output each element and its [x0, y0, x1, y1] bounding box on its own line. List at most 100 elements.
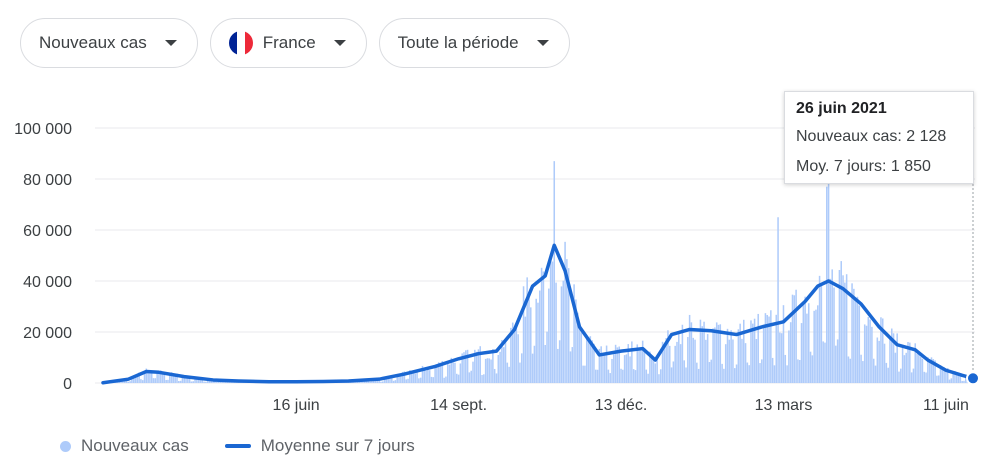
y-tick-label: 40 000: [23, 274, 72, 291]
daily-cases-bar: [905, 352, 907, 383]
daily-cases-bar: [228, 382, 231, 383]
daily-cases-bar: [694, 339, 696, 383]
daily-cases-bar: [824, 342, 826, 383]
daily-cases-bar: [611, 358, 613, 383]
daily-cases-bar: [607, 369, 610, 383]
daily-cases-bar: [513, 331, 516, 383]
daily-cases-bar: [952, 371, 954, 383]
daily-cases-bar: [703, 321, 705, 383]
daily-cases-bar: [688, 314, 691, 383]
daily-cases-bar: [584, 365, 586, 383]
daily-cases-bar: [425, 370, 427, 383]
daily-cases-bar: [432, 377, 435, 383]
daily-cases-bar: [400, 375, 402, 383]
legend-bars-swatch: [60, 440, 71, 452]
legend-line-label: Moyenne sur 7 jours: [260, 436, 415, 455]
daily-cases-bar: [914, 343, 916, 383]
daily-cases-bar: [634, 370, 637, 383]
daily-cases-bar: [898, 371, 900, 383]
y-tick-label: 0: [63, 376, 72, 393]
daily-cases-bar: [620, 368, 622, 383]
daily-cases-bar: [891, 328, 893, 383]
daily-cases-bar: [965, 377, 967, 383]
daily-cases-bar: [564, 241, 566, 383]
daily-cases-bar: [835, 345, 837, 383]
metric-dropdown[interactable]: Nouveaux cas: [20, 18, 198, 68]
daily-cases-bar: [732, 339, 734, 383]
daily-cases-bar: [181, 375, 184, 383]
daily-cases-bar: [724, 344, 727, 383]
daily-cases-bar: [867, 316, 870, 383]
daily-cases-bar: [762, 327, 765, 383]
daily-cases-bar: [445, 376, 447, 383]
daily-cases-bar: [369, 381, 371, 383]
daily-cases-bar: [876, 337, 879, 383]
daily-cases-bar: [733, 368, 736, 383]
daily-cases-bar: [178, 381, 180, 383]
daily-cases-bar: [820, 283, 823, 383]
daily-cases-bar: [372, 379, 375, 383]
daily-cases-bar: [878, 340, 880, 383]
daily-cases-bar: [150, 371, 153, 383]
daily-cases-bar: [208, 379, 211, 383]
daily-cases-bar: [636, 344, 639, 383]
daily-cases-bar: [129, 381, 131, 383]
daily-cases-bar: [481, 374, 483, 383]
daily-cases-bar: [726, 328, 729, 383]
daily-cases-bar: [594, 369, 597, 383]
daily-cases-bar: [549, 260, 552, 383]
daily-cases-bar: [710, 359, 713, 383]
cases-chart[interactable]: 0 20 000 40 000 60 000 80 000 100 000 16 juin…: [0, 80, 1001, 420]
daily-cases-bar: [715, 322, 718, 383]
daily-cases-bar: [768, 316, 770, 383]
daily-cases-bar: [530, 307, 532, 383]
daily-cases-bar: [948, 379, 951, 383]
daily-cases-bar: [506, 362, 509, 383]
daily-cases-bar: [786, 365, 788, 383]
daily-cases-bar: [856, 296, 859, 383]
daily-cases-bar: [735, 364, 738, 383]
country-dropdown[interactable]: France: [209, 18, 367, 68]
daily-cases-bar: [692, 337, 694, 383]
daily-cases-bar: [661, 341, 664, 383]
daily-cases-bar: [885, 362, 888, 383]
daily-cases-bar: [717, 324, 720, 383]
daily-cases-bar: [167, 379, 169, 383]
daily-cases-bar: [797, 359, 799, 383]
daily-cases-bar: [598, 348, 601, 383]
daily-cases-bar: [604, 353, 606, 383]
daily-cases-bar: [421, 365, 424, 383]
daily-cases-bar: [569, 351, 572, 383]
daily-cases-bar: [963, 380, 965, 383]
daily-cases-bar: [616, 347, 619, 383]
hover-point[interactable]: [966, 371, 980, 386]
daily-cases-bar: [354, 382, 357, 383]
daily-cases-bar: [892, 333, 895, 383]
daily-cases-bar: [831, 269, 833, 383]
daily-cases-bar: [578, 323, 581, 383]
daily-cases-bar: [398, 376, 400, 383]
caret-down-icon: [333, 40, 346, 46]
daily-cases-bar: [587, 336, 590, 383]
daily-cases-bar: [154, 378, 157, 383]
daily-cases-bar: [484, 358, 487, 383]
daily-cases-bar: [858, 305, 861, 383]
period-dropdown[interactable]: Toute la période: [378, 18, 570, 68]
daily-cases-bar: [840, 261, 842, 383]
daily-cases-bar: [385, 377, 388, 383]
y-tick-label: 80 000: [23, 172, 72, 189]
daily-cases-bar: [367, 381, 370, 383]
daily-cases-bar: [391, 375, 393, 383]
daily-cases-bar: [165, 379, 167, 383]
daily-cases-bar: [641, 340, 644, 383]
daily-cases-bar: [683, 360, 685, 383]
daily-cases-bar: [138, 372, 140, 383]
daily-cases-bar: [629, 356, 631, 383]
daily-cases-bar: [887, 367, 889, 383]
daily-cases-bar: [517, 334, 519, 383]
daily-cases-bar: [585, 336, 588, 383]
daily-cases-bar: [201, 379, 204, 383]
daily-cases-bar: [172, 374, 175, 383]
daily-cases-bar: [928, 360, 931, 383]
daily-cases-bar: [356, 381, 359, 383]
